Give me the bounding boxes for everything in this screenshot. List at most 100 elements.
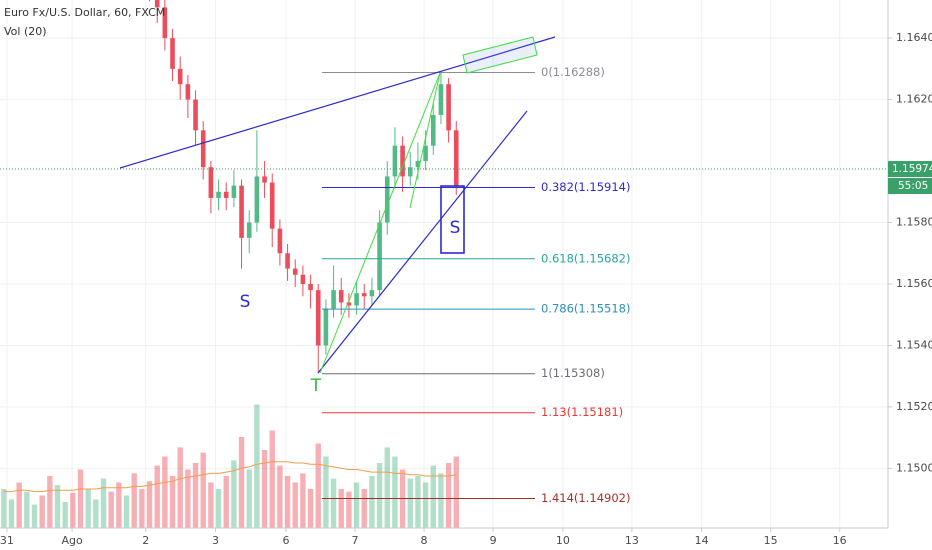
countdown-badge bbox=[888, 178, 932, 195]
volume-bar bbox=[200, 452, 206, 528]
trend-line bbox=[119, 36, 556, 169]
candle-body bbox=[423, 145, 428, 162]
y-tick-label: 1.16200 bbox=[896, 93, 932, 106]
x-tick-label: 8 bbox=[421, 534, 428, 547]
candle-body bbox=[177, 68, 183, 85]
volume-bar bbox=[208, 482, 214, 528]
volume-bar bbox=[330, 478, 337, 528]
candle-body bbox=[438, 84, 444, 115]
fib-label: 0.786(1.15518) bbox=[541, 302, 630, 316]
candle-body bbox=[323, 308, 329, 346]
volume-bar bbox=[47, 476, 53, 528]
volume-bar bbox=[116, 482, 122, 528]
x-tick-label: 31 bbox=[0, 534, 14, 547]
annotation: S bbox=[240, 292, 251, 312]
candle-body bbox=[246, 222, 252, 238]
volume-pane bbox=[1, 404, 459, 528]
volume-bar bbox=[238, 437, 245, 528]
volume-bar bbox=[100, 478, 107, 528]
candle-body bbox=[338, 290, 344, 303]
y-tick-label: 1.15400 bbox=[896, 338, 932, 351]
candle-body bbox=[446, 84, 451, 131]
volume-bar bbox=[376, 463, 383, 528]
x-tick-label: 2 bbox=[142, 534, 149, 547]
candle-body bbox=[223, 191, 229, 198]
volume-bar bbox=[231, 460, 237, 528]
indicator-label: Vol (20) bbox=[4, 25, 47, 38]
price-badge-label: 1.15974 bbox=[892, 163, 932, 175]
volume-bar bbox=[261, 450, 268, 528]
volume-bar bbox=[392, 456, 398, 528]
volume-bar bbox=[246, 469, 252, 528]
candle-body bbox=[239, 185, 244, 238]
candle-body bbox=[453, 130, 459, 186]
y-tick-label: 1.16400 bbox=[896, 31, 932, 44]
volume-bar bbox=[384, 447, 390, 528]
x-tick-label: 9 bbox=[490, 534, 497, 547]
volume-bar bbox=[284, 476, 291, 528]
fib-label: 1.414(1.14902) bbox=[541, 491, 630, 505]
zigzag-line bbox=[319, 72, 441, 374]
volume-bar bbox=[422, 482, 429, 528]
volume-bar bbox=[430, 465, 436, 528]
candle-body bbox=[377, 222, 382, 291]
volume-bar bbox=[139, 489, 145, 528]
volume-bar bbox=[346, 491, 352, 528]
fib-label: 0.618(1.15682) bbox=[541, 251, 630, 265]
candle-body bbox=[185, 84, 191, 100]
candle-body bbox=[254, 176, 260, 223]
fib-label: 0(1.16288) bbox=[541, 65, 605, 79]
candle-body bbox=[269, 182, 275, 229]
volume-bar bbox=[1, 489, 7, 528]
volume-ma-line bbox=[3, 461, 457, 493]
volume-bar bbox=[254, 404, 260, 528]
volume-bar bbox=[445, 463, 452, 528]
candle-body bbox=[392, 145, 398, 177]
candle-body bbox=[346, 302, 352, 306]
fib-label: 1(1.15308) bbox=[541, 366, 605, 380]
volume-bar bbox=[315, 443, 321, 528]
x-tick-label: 10 bbox=[556, 534, 570, 547]
volume-bar bbox=[54, 485, 61, 528]
candle-body bbox=[231, 185, 237, 198]
volume-bar bbox=[146, 481, 153, 528]
volume-bar bbox=[162, 456, 168, 528]
candle-body bbox=[384, 176, 390, 223]
x-tick-label: 16 bbox=[833, 534, 847, 547]
grid bbox=[0, 0, 888, 528]
y-tick-label: 1.15800 bbox=[896, 216, 932, 229]
volume-bar bbox=[353, 482, 360, 528]
fib-label: 1.13(1.15181) bbox=[541, 405, 623, 419]
volume-bar bbox=[131, 473, 137, 528]
target-box bbox=[462, 36, 538, 74]
axes: 1.16400 1.16200 1.15800 1.15600 1.15400 1.152… bbox=[0, 31, 932, 547]
candle-body bbox=[331, 290, 336, 309]
candle-body bbox=[315, 290, 321, 346]
x-tick-label: Ago bbox=[61, 534, 83, 547]
volume-bar bbox=[223, 476, 229, 528]
chart-title: Euro Fx/U.S. Dollar, 60, FXCM bbox=[4, 6, 165, 19]
candle-body bbox=[361, 293, 367, 297]
volume-bar bbox=[407, 478, 413, 528]
volume-bar bbox=[85, 489, 91, 528]
volume-bar bbox=[215, 489, 222, 528]
volume-bar bbox=[277, 465, 283, 528]
y-tick-label: 1.15000 bbox=[896, 461, 932, 474]
candle-body bbox=[407, 167, 413, 177]
volume-bar bbox=[192, 463, 199, 528]
candle-body bbox=[369, 290, 375, 297]
volume-bar bbox=[62, 502, 68, 528]
candle-body bbox=[415, 161, 421, 168]
x-tick-label: 3 bbox=[212, 534, 219, 547]
volume-bar bbox=[453, 456, 459, 528]
fibonacci: 0(1.16288) 0.382(1.15914) 0.618(1.15682) 0.… bbox=[322, 65, 630, 505]
annotation: S bbox=[450, 218, 461, 238]
annotation: T bbox=[310, 376, 322, 396]
candle-body bbox=[354, 293, 359, 306]
volume-bar bbox=[8, 499, 15, 528]
x-tick-label: 6 bbox=[283, 534, 290, 547]
volume-bar bbox=[16, 482, 22, 528]
volume-bar bbox=[31, 504, 38, 528]
volume-bar bbox=[108, 491, 114, 528]
